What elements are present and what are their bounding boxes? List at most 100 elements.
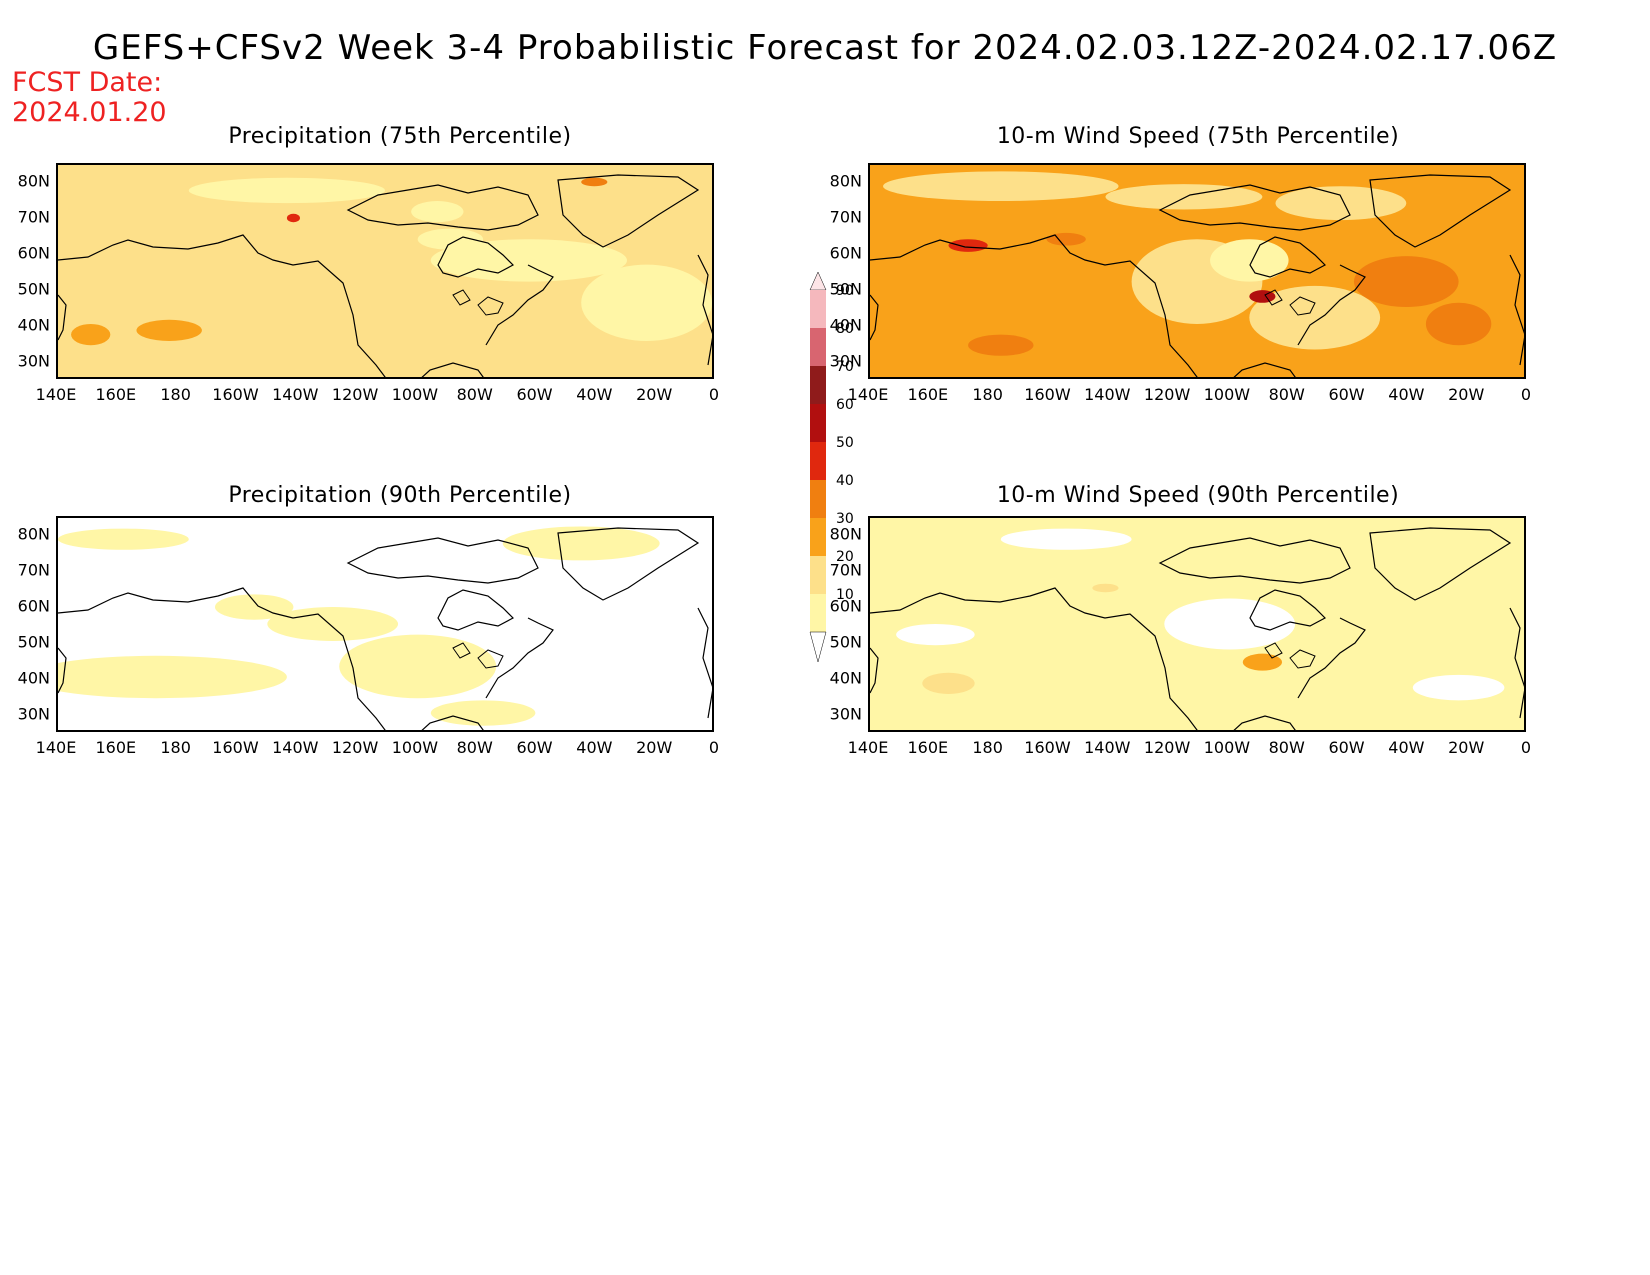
probability-contour — [286, 213, 300, 223]
y-tick-label: 30N — [829, 704, 862, 724]
x-tick-label: 120W — [1143, 738, 1191, 757]
x-tick-label: 100W — [1203, 738, 1251, 757]
y-tick-label: 60N — [17, 596, 50, 616]
x-tick-label: 40W — [1388, 738, 1425, 757]
x-tick-label: 120W — [1143, 385, 1191, 404]
probability-contour — [1105, 184, 1263, 210]
probability-contour — [430, 239, 627, 282]
coastline — [557, 174, 700, 248]
coastline — [1369, 527, 1512, 601]
panel-title-wind-75: 10-m Wind Speed (75th Percentile) — [996, 124, 1400, 149]
x-tick-label: 140W — [272, 385, 319, 404]
forecast-date-block: FCST Date: 2024.01.20 — [12, 68, 167, 128]
coastline — [870, 647, 879, 694]
x-tick-label: 160E — [95, 385, 137, 404]
lake-outline — [1289, 649, 1316, 669]
y-tick-label: 30N — [17, 704, 50, 724]
colorbar-swatch — [810, 556, 826, 594]
probability-contour — [136, 319, 202, 341]
x-tick-label: 60W — [1328, 385, 1365, 404]
x-tick-label: 80W — [1268, 385, 1305, 404]
coastline — [1249, 589, 1326, 631]
x-tick-label: 140E — [847, 738, 889, 757]
coastline — [1369, 174, 1512, 248]
lake-outline — [477, 296, 504, 316]
figure-title: GEFS+CFSv2 Week 3-4 Probabilistic Foreca… — [92, 28, 1558, 68]
coastline — [557, 527, 700, 601]
y-tick-label: 30N — [829, 351, 862, 371]
probability-contour — [1275, 186, 1407, 221]
coastline — [421, 715, 484, 730]
probability-contour — [1092, 583, 1119, 593]
probability-contour — [339, 634, 497, 699]
colorbar-swatch — [810, 594, 826, 632]
probability-contour — [948, 239, 988, 252]
colorbar-level-label: 10 — [836, 587, 854, 603]
coastline — [485, 264, 554, 346]
y-tick-label: 60N — [829, 243, 862, 263]
x-tick-label: 0 — [1520, 385, 1532, 404]
x-tick-label: 180 — [972, 385, 1003, 404]
x-tick-label: 140E — [35, 738, 77, 757]
colorbar-level-label: 90 — [836, 283, 854, 299]
probability-contour — [71, 324, 111, 346]
lake-outline — [1264, 289, 1283, 306]
coastline — [58, 294, 67, 341]
probability-contour — [417, 228, 484, 250]
y-tick-label: 50N — [17, 632, 50, 652]
coastline — [870, 587, 1198, 730]
probability-contour — [581, 177, 608, 187]
probability-contour — [58, 528, 189, 550]
map-wind-75 — [868, 163, 1526, 379]
y-tick-label: 60N — [17, 243, 50, 263]
x-tick-label: 0 — [1520, 738, 1532, 757]
probability-contour — [896, 624, 975, 646]
coastline — [1233, 715, 1296, 730]
y-tick-label: 70N — [17, 207, 50, 227]
lake-outline — [1264, 642, 1283, 659]
x-tick-label: 120W — [331, 385, 379, 404]
y-tick-label: 40N — [17, 315, 50, 335]
forecast-date-label: FCST Date: — [12, 67, 163, 98]
map-precip-90 — [56, 516, 714, 732]
x-tick-label: 140W — [1084, 385, 1131, 404]
coastline — [1158, 537, 1351, 584]
coastline — [437, 589, 514, 631]
x-tick-label: 20W — [636, 385, 673, 404]
coastline — [1509, 254, 1524, 366]
coastline — [421, 362, 484, 377]
x-tick-label: 160E — [907, 738, 949, 757]
probability-contour — [502, 526, 660, 561]
colorbar-level-label: 40 — [836, 473, 854, 489]
probability-contour — [430, 700, 536, 726]
colorbar-level-label: 80 — [836, 321, 854, 337]
x-tick-label: 160W — [1024, 738, 1071, 757]
probability-contour — [922, 672, 975, 694]
colorbar: 90 80 70 60 50 40 30 20 10 — [800, 270, 870, 670]
colorbar-level-label: 50 — [836, 435, 854, 451]
map-precip-75 — [56, 163, 714, 379]
panel-title-precip-90: Precipitation (90th Percentile) — [228, 483, 572, 508]
y-tick-label: 50N — [829, 632, 862, 652]
coastline — [1509, 607, 1524, 719]
coastline — [437, 236, 514, 278]
x-tick-label: 160W — [212, 738, 259, 757]
probability-contour — [58, 655, 287, 699]
colorbar-swatch — [810, 404, 826, 442]
x-tick-label: 20W — [1448, 738, 1485, 757]
y-tick-label: 70N — [829, 560, 862, 580]
coastline — [1249, 236, 1326, 278]
x-tick-label: 180 — [972, 738, 1003, 757]
colorbar-level-label: 30 — [836, 511, 854, 527]
probability-contour — [1249, 285, 1381, 350]
coastline — [870, 234, 1198, 377]
coastline — [346, 537, 539, 584]
y-tick-label: 40N — [17, 668, 50, 688]
lake-outline — [452, 289, 471, 306]
colorbar-swatch — [810, 366, 826, 404]
probability-contour — [581, 264, 712, 341]
y-tick-label: 80N — [829, 171, 862, 191]
x-tick-label: 140W — [1084, 738, 1131, 757]
colorbar-level-label: 60 — [836, 397, 854, 413]
panel-title-wind-90: 10-m Wind Speed (90th Percentile) — [996, 483, 1400, 508]
